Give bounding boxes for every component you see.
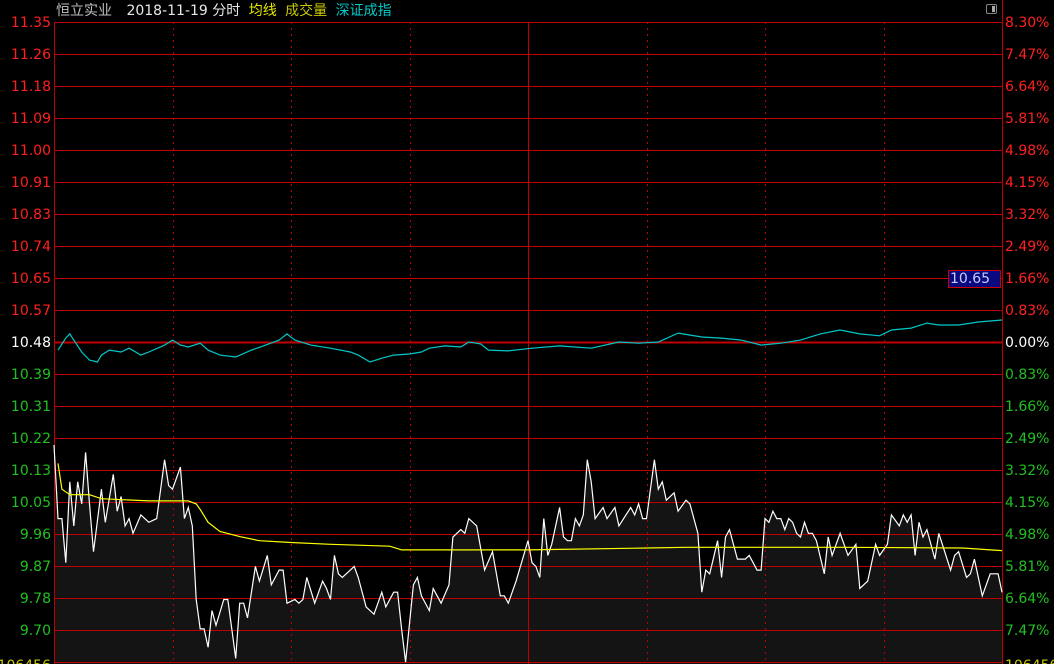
volume-legend[interactable]: 成交量 [285,3,328,19]
left-tick-label: 10.05 [11,495,51,511]
avg-price-line [57,463,1003,552]
right-tick-label: 1.66% [1005,271,1049,287]
right-tick-label: 8.30% [1005,15,1049,31]
date-mode: 2018-11-19 分时 [126,3,241,19]
left-tick-label: 9.70 [20,623,51,639]
left-tick-label: 10.91 [11,175,51,191]
right-tick-label: 4.15% [1005,495,1049,511]
right-tick-label: 0.00% [1005,335,1049,351]
right-tick-label: 6.64% [1005,591,1049,607]
left-tick-label: 10.39 [11,367,51,383]
left-tick-label: 10.65 [11,271,51,287]
right-tick-label: 2.49% [1005,431,1049,447]
right-tick-label: 3.32% [1005,463,1049,479]
right-tick-label: 4.15% [1005,175,1049,191]
chart-header: 恒立实业 2018-11-19 分时 均线 成交量 深证成指 [56,2,396,20]
left-tick-label: 10.22 [11,431,51,447]
left-tick-label: 11.35 [11,15,51,31]
right-tick-label: 1.66% [1005,399,1049,415]
left-tick-label: 11.09 [11,111,51,127]
left-tick-label: 9.78 [20,591,51,607]
right-tick-label: 4.98% [1005,527,1049,543]
right-tick-label: 3.32% [1005,207,1049,223]
grid [54,0,1003,664]
left-tick-label: 10.48 [11,335,51,351]
avg-line-legend[interactable]: 均线 [248,3,277,19]
stock-name[interactable]: 恒立实业 [56,3,112,19]
right-tick-label: 7.47% [1005,47,1049,63]
right-tick-label: 5.81% [1005,111,1049,127]
left-tick-label: 11.00 [11,143,51,159]
left-tick-label: 10.57 [11,303,51,319]
right-tick-label: 2.49% [1005,239,1049,255]
right-tick-label: 4.98% [1005,143,1049,159]
left-tick-label: 9.87 [20,559,51,575]
right-tick-label: 6.64% [1005,79,1049,95]
volume-axis-label: 106456 [0,658,51,664]
left-tick-label: 10.31 [11,399,51,415]
left-tick-label: 11.26 [11,47,51,63]
cursor-price-tag: 10.65 [948,270,1001,288]
left-tick-label: 10.74 [11,239,51,255]
axis-labels: 11.35 11.26 11.18 11.09 11.00 10.91 10.83 10.74… [0,15,1054,664]
price-line [53,444,1003,663]
index-line [57,319,1003,363]
left-tick-label: 10.83 [11,207,51,223]
right-tick-label: 7.47% [1005,623,1049,639]
series-lines [53,319,1003,663]
right-tick-label: 0.83% [1005,367,1049,383]
left-tick-label: 9.96 [20,527,51,543]
left-tick-label: 10.13 [11,463,51,479]
panel-toggle-icon[interactable] [986,4,997,14]
left-tick-label: 11.18 [11,79,51,95]
right-tick-label: 0.83% [1005,303,1049,319]
volume-axis-label-right: 106456 [1005,658,1054,664]
index-legend[interactable]: 深证成指 [335,3,392,19]
right-tick-label: 5.81% [1005,559,1049,575]
